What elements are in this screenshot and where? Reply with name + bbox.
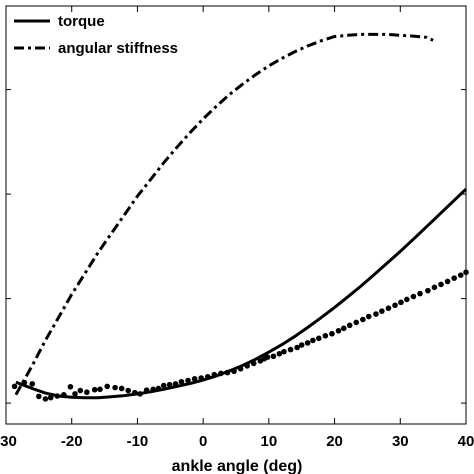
data-point <box>244 363 250 369</box>
data-point <box>150 386 156 393</box>
data-points <box>11 269 469 402</box>
chart-axes: -30 -20 -10 0 10 20 30 40 <box>0 5 474 450</box>
data-point <box>298 342 305 348</box>
data-point <box>237 366 244 372</box>
data-point <box>191 376 198 382</box>
data-point <box>316 335 322 342</box>
data-point <box>270 353 277 360</box>
data-point <box>178 378 185 385</box>
data-point <box>444 278 451 285</box>
data-point <box>398 299 404 306</box>
data-point <box>231 368 237 375</box>
data-point <box>84 389 90 396</box>
data-point <box>431 284 438 291</box>
data-point <box>143 387 150 393</box>
plot-frame <box>5 5 467 425</box>
data-point <box>304 340 311 346</box>
x-tick-label: 0 <box>199 433 207 450</box>
data-point <box>457 272 464 278</box>
data-point <box>67 383 74 390</box>
x-tick-label: 10 <box>261 433 278 450</box>
x-tick-label: 20 <box>326 433 343 450</box>
data-point <box>91 386 98 393</box>
data-point <box>11 383 18 390</box>
x-tick-label: -10 <box>127 433 149 450</box>
angular-stiffness-line <box>14 32 434 396</box>
data-point <box>250 360 257 367</box>
data-point <box>172 381 179 387</box>
data-point <box>72 391 78 397</box>
data-point <box>21 379 28 386</box>
data-point <box>404 296 410 303</box>
data-point <box>451 275 457 281</box>
data-point <box>166 381 173 388</box>
data-point <box>276 350 283 357</box>
data-point <box>322 333 329 339</box>
x-tick-label: -30 <box>0 433 17 450</box>
data-point <box>198 375 204 381</box>
data-point <box>335 327 342 334</box>
data-point <box>417 290 423 297</box>
data-point <box>42 396 49 402</box>
data-point <box>353 319 360 326</box>
data-point <box>29 381 36 387</box>
data-point <box>392 302 398 309</box>
legend: torque angular stiffness <box>14 13 178 57</box>
data-point <box>218 370 224 377</box>
legend-label: torque <box>58 13 105 30</box>
data-point <box>310 337 316 344</box>
data-point <box>410 293 417 300</box>
legend-label: angular stiffness <box>58 40 178 57</box>
data-point <box>211 371 218 378</box>
data-point <box>104 383 110 390</box>
data-point <box>438 281 444 288</box>
data-point <box>125 387 132 394</box>
data-point <box>463 269 469 276</box>
data-point <box>54 393 61 399</box>
data-point <box>97 386 103 393</box>
x-tick-label: -20 <box>61 433 83 450</box>
data-point <box>385 305 392 312</box>
data-point <box>132 389 138 396</box>
data-point <box>112 384 118 391</box>
data-point <box>287 346 294 353</box>
data-point <box>281 348 287 355</box>
data-point <box>294 344 300 351</box>
data-point <box>373 311 379 317</box>
x-tick-label: 40 <box>458 433 474 450</box>
data-point <box>155 385 162 392</box>
data-point <box>204 373 211 380</box>
data-point <box>118 385 125 392</box>
data-point <box>61 391 67 398</box>
data-point <box>47 394 54 401</box>
data-point <box>264 354 271 360</box>
data-point <box>36 393 42 400</box>
x-axis-title: ankle angle (deg) <box>172 458 303 474</box>
torque-line <box>15 188 468 400</box>
data-point <box>137 391 143 397</box>
data-point <box>379 308 385 314</box>
data-point <box>360 316 366 323</box>
data-point <box>329 330 335 337</box>
data-point <box>160 382 167 389</box>
series-layer <box>11 32 469 402</box>
data-point <box>365 313 372 320</box>
data-point <box>340 325 347 332</box>
x-tick-label: 30 <box>392 433 409 450</box>
data-point <box>224 369 231 376</box>
data-point <box>425 287 431 294</box>
data-point <box>77 387 84 394</box>
data-point <box>346 322 353 329</box>
data-point <box>185 377 191 384</box>
